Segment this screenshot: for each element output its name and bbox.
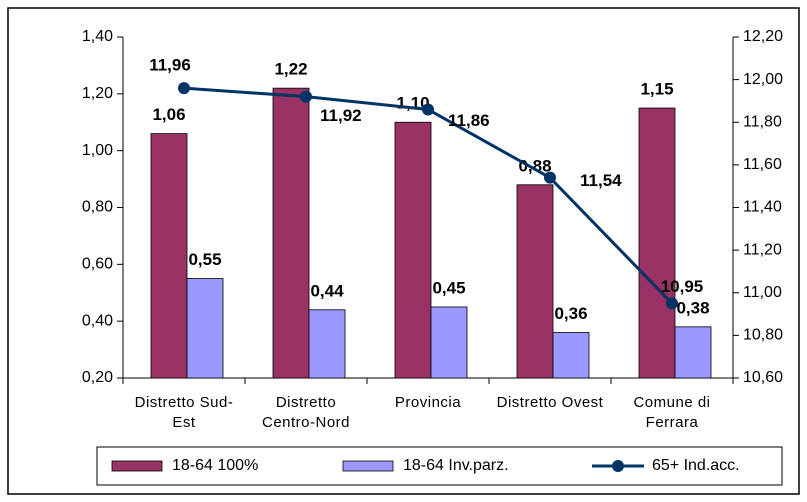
bar (308, 309, 346, 379)
legend-label: 65+ Ind.acc. (652, 457, 740, 474)
bar-value-label: 0,55 (188, 250, 221, 269)
bar (638, 107, 676, 379)
y2-tick-label: 11,80 (743, 113, 782, 130)
legend-label: 18-64 100% (172, 457, 258, 474)
bar-value-label: 0,38 (676, 298, 709, 317)
bar (516, 184, 554, 379)
line-value-label: 11,86 (448, 111, 490, 130)
y2-tick-label: 12,00 (743, 71, 783, 88)
y2-tick-label: 11,60 (743, 156, 782, 173)
bar-value-label: 1,15 (640, 80, 673, 99)
legend-swatch (342, 460, 394, 472)
bar-value-label: 0,44 (310, 281, 344, 300)
bar (394, 121, 432, 379)
y2-tick-label: 11,20 (743, 241, 782, 258)
x-tick-label: Distretto Sud-Est (134, 394, 234, 431)
y2-tick-label: 11,40 (743, 199, 782, 216)
legend-label: 18-64 Inv.parz. (403, 457, 509, 474)
bar (552, 332, 590, 379)
line-value-label: 11,92 (320, 106, 362, 125)
line-point (300, 90, 312, 103)
y-tick-label: 1,20 (82, 85, 113, 102)
y-tick-label: 0,60 (82, 256, 113, 273)
y-tick-label: 0,40 (82, 312, 113, 329)
line-value-label: 11,96 (149, 56, 191, 75)
line-point (544, 171, 556, 184)
y2-tick-label: 11,00 (743, 284, 782, 301)
y2-tick-label: 10,80 (743, 327, 783, 344)
bar (272, 87, 310, 379)
legend-swatch (111, 460, 163, 472)
bar (150, 133, 188, 379)
legend-marker (612, 460, 624, 472)
legend-box (96, 446, 783, 486)
line-point (178, 82, 190, 95)
y-tick-label: 0,80 (82, 199, 113, 216)
line-value-label: 11,54 (580, 171, 622, 190)
y2-tick-label: 10,60 (743, 369, 783, 386)
y-tick-label: 0,20 (82, 369, 113, 386)
bar-value-label: 0,88 (518, 156, 551, 175)
y2-tick-label: 12,20 (743, 28, 783, 45)
bar-value-label: 1,06 (152, 105, 185, 124)
bar (430, 306, 468, 379)
y-tick-label: 1,40 (82, 28, 113, 45)
bar (674, 326, 712, 379)
x-tick-label: Provincia (394, 394, 462, 411)
bar (186, 278, 224, 379)
line-point (666, 297, 678, 310)
x-tick-label: Distretto Ovest (496, 394, 604, 411)
line-value-label: 10,95 (661, 277, 704, 296)
line-point (422, 103, 434, 116)
bar-value-label: 0,45 (432, 278, 465, 297)
bar-value-label: 0,36 (554, 304, 587, 323)
x-tick-label: Distretto Centro-Nord (261, 394, 351, 431)
bar-value-label: 1,22 (274, 60, 307, 79)
x-tick-label: Comune di Ferrara (633, 394, 711, 431)
y-tick-label: 1,00 (82, 142, 113, 159)
